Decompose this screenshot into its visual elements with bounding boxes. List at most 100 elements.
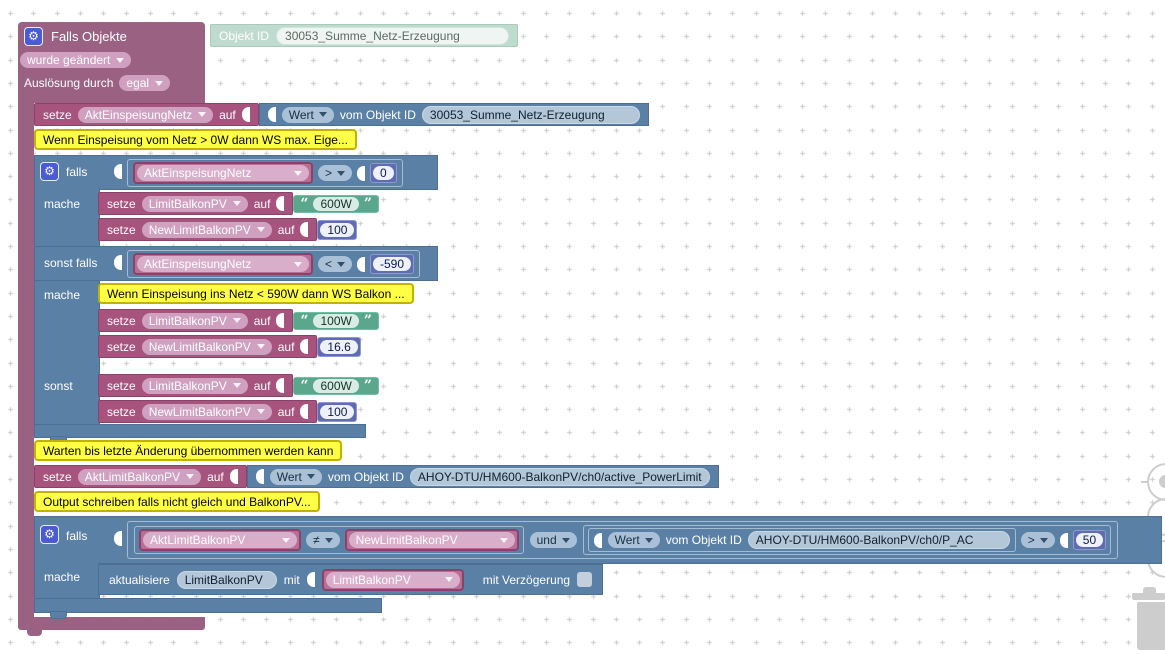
trigger-block-spine[interactable] xyxy=(18,103,34,617)
delay-checkbox[interactable] xyxy=(577,572,593,587)
variable-dropdown[interactable]: AktEinspeisungNetz xyxy=(77,106,214,123)
string-block[interactable]: “ 100W ” xyxy=(293,311,379,330)
value-socket xyxy=(276,378,285,393)
oid-value-field[interactable]: AHOY-DTU/HM600-BalkonPV/ch0/P_AC xyxy=(747,531,1010,549)
comment-block[interactable]: Output schreiben falls nicht gleich und … xyxy=(34,491,320,512)
comment-block[interactable]: Wenn Einspeisung vom Netz > 0W dann WS m… xyxy=(34,129,357,150)
if-block-1-footer[interactable] xyxy=(34,424,366,438)
if-block-2-footer[interactable] xyxy=(34,598,382,613)
trigger-block[interactable]: ⚙ Falls Objekte wurde geändert Auslösung… xyxy=(18,22,205,103)
logic-operator-dropdown[interactable]: und xyxy=(529,532,577,548)
oid-value-field[interactable]: 30053_Summe_Netz-Erzeugung xyxy=(421,105,640,124)
get-value-block[interactable]: Wert vom Objekt ID AHOY-DTU/HM600-Balkon… xyxy=(246,465,719,488)
trigger-block-tab xyxy=(27,630,42,636)
set-variable-block[interactable]: setze NewLimitBalkonPV auf 16.6 xyxy=(98,335,361,358)
mit-label: mit xyxy=(283,572,300,587)
operator-dropdown[interactable]: ≠ xyxy=(306,532,340,548)
open-quote-icon: “ xyxy=(300,195,309,212)
number-block[interactable]: 100 xyxy=(317,219,358,240)
value-socket xyxy=(276,196,285,211)
set-variable-block[interactable]: setze LimitBalkonPV auf “ 100W ” xyxy=(98,309,379,332)
mutator-gear-icon[interactable]: ⚙ xyxy=(24,27,43,46)
oid-block[interactable]: Objekt ID 30053_Summe_Netz-Erzeugung xyxy=(210,24,519,47)
condition-socket xyxy=(114,255,122,270)
operator-dropdown[interactable]: < xyxy=(318,256,353,272)
value-socket xyxy=(255,469,264,484)
comment-block[interactable]: Wenn Einspeisung ins Netz < 590W dann WS… xyxy=(98,283,414,304)
number-block[interactable]: 100 xyxy=(317,401,358,422)
variable-block[interactable]: AktLimitBalkonPV xyxy=(139,529,301,551)
update-state-block[interactable]: aktualisiere LimitBalkonPV mit LimitBalk… xyxy=(98,564,604,595)
trigger-event-dropdown[interactable]: wurde geändert xyxy=(20,52,132,68)
setze-label: setze xyxy=(107,404,136,419)
if-block-1-spine[interactable] xyxy=(34,188,100,435)
operator-dropdown[interactable]: > xyxy=(318,165,353,181)
compare-block[interactable]: AktLimitBalkonPV ≠ NewLimitBalkonPV xyxy=(134,526,524,554)
oid-value-field[interactable]: 30053_Summe_Netz-Erzeugung xyxy=(276,26,510,45)
trigger-block-footer[interactable] xyxy=(18,617,205,630)
falls-label: falls xyxy=(66,529,88,543)
wert-dropdown[interactable]: Wert xyxy=(281,106,334,123)
variable-dropdown[interactable]: LimitBalkonPV xyxy=(141,312,248,329)
comment-block[interactable]: Warten bis letzte Änderung übernommen we… xyxy=(34,440,343,461)
number-block[interactable]: 0 xyxy=(370,163,397,183)
condition-socket xyxy=(114,531,122,546)
compare-block[interactable]: Wert vom Objekt ID AHOY-DTU/HM600-Balkon… xyxy=(582,525,1112,555)
mache-label: mache xyxy=(44,570,81,584)
get-value-block[interactable]: Wert vom Objekt ID 30053_Summe_Netz-Erze… xyxy=(258,103,649,126)
value-socket xyxy=(241,107,250,122)
string-block[interactable]: “ 600W ” xyxy=(293,194,379,213)
variable-dropdown[interactable]: LimitBalkonPV xyxy=(141,377,248,394)
variable-block[interactable]: NewLimitBalkonPV xyxy=(344,529,519,551)
variable-dropdown[interactable]: NewLimitBalkonPV xyxy=(141,403,272,420)
setze-label: setze xyxy=(107,196,136,211)
number-block[interactable]: 50 xyxy=(1072,530,1107,550)
vom-objekt-id-label: vom Objekt ID xyxy=(339,107,416,122)
wert-dropdown[interactable]: Wert xyxy=(269,468,322,485)
set-variable-block[interactable]: setze LimitBalkonPV auf “ 600W ” xyxy=(98,374,379,397)
close-quote-icon: ” xyxy=(363,312,372,329)
vom-objekt-id-label: vom Objekt ID xyxy=(327,469,404,484)
falls-label: falls xyxy=(66,165,88,179)
wert-dropdown[interactable]: Wert xyxy=(607,532,660,548)
variable-block[interactable]: LimitBalkonPV xyxy=(321,568,464,591)
set-variable-block[interactable]: setze NewLimitBalkonPV auf 100 xyxy=(98,400,358,423)
trash-icon[interactable] xyxy=(1137,602,1165,650)
oid-value-field[interactable]: AHOY-DTU/HM600-BalkonPV/ch0/active_Power… xyxy=(409,467,710,486)
trigger-type-label: Auslösung durch xyxy=(24,76,114,90)
set-variable-block[interactable]: setze NewLimitBalkonPV auf 100 xyxy=(98,218,358,241)
mutator-gear-icon[interactable]: ⚙ xyxy=(40,525,59,544)
string-block[interactable]: “ 600W ” xyxy=(293,376,379,395)
update-target-field[interactable]: LimitBalkonPV xyxy=(176,570,277,589)
operator-dropdown[interactable]: > xyxy=(1020,532,1055,548)
auf-label: auf xyxy=(277,339,295,354)
trigger-type-dropdown[interactable]: egal xyxy=(119,75,171,91)
auf-label: auf xyxy=(253,313,271,328)
variable-block[interactable]: AktEinspeisungNetz xyxy=(133,253,313,275)
compare-block[interactable]: AktEinspeisungNetz < -590 xyxy=(127,250,421,278)
get-value-block[interactable]: Wert vom Objekt ID AHOY-DTU/HM600-Balkon… xyxy=(587,528,1016,552)
logic-and-block[interactable]: AktLimitBalkonPV ≠ NewLimitBalkonPV und … xyxy=(127,521,1119,559)
number-block[interactable]: -590 xyxy=(370,254,415,274)
variable-dropdown[interactable]: LimitBalkonPV xyxy=(141,195,248,212)
number-block[interactable]: 16.6 xyxy=(317,336,361,357)
trash-lid-icon xyxy=(1132,593,1165,600)
value-socket xyxy=(357,256,366,272)
set-limit-block[interactable]: setze AktLimitBalkonPV auf Wert vom Obje… xyxy=(34,465,719,488)
delay-label: mit Verzögerung xyxy=(482,572,571,587)
mutator-gear-icon[interactable]: ⚙ xyxy=(40,162,59,181)
variable-block[interactable]: AktEinspeisungNetz xyxy=(133,162,313,184)
center-view-dot-icon xyxy=(1159,475,1165,488)
variable-dropdown[interactable]: AktLimitBalkonPV xyxy=(77,468,202,485)
variable-dropdown[interactable]: NewLimitBalkonPV xyxy=(141,338,272,355)
value-socket xyxy=(300,404,309,419)
compare-block[interactable]: AktEinspeisungNetz > 0 xyxy=(127,159,403,187)
auf-label: auf xyxy=(219,107,236,122)
setze-label: setze xyxy=(43,469,72,484)
trash-handle-icon xyxy=(1143,587,1156,593)
sonst-falls-label: sonst falls xyxy=(44,256,98,270)
variable-dropdown[interactable]: NewLimitBalkonPV xyxy=(141,221,272,238)
mache-label: mache xyxy=(44,197,81,211)
set-variable-block[interactable]: setze LimitBalkonPV auf “ 600W ” xyxy=(98,192,379,215)
set-einspeisung-block[interactable]: setze AktEinspeisungNetz auf Wert vom Ob… xyxy=(34,103,649,126)
